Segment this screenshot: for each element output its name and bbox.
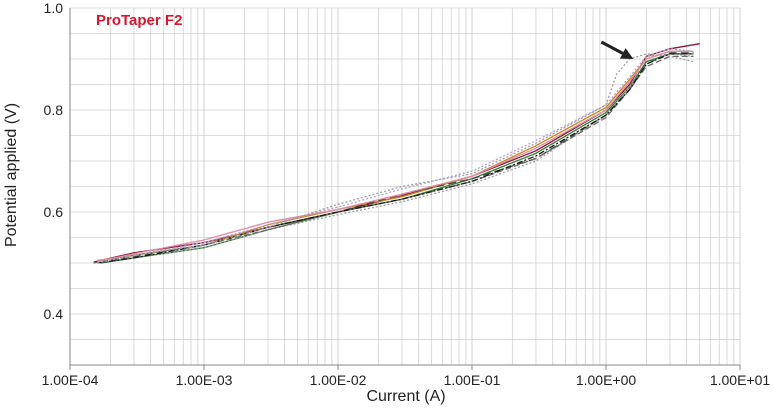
y-tick-label: 0.8 [44,102,64,118]
y-tick-label: 0.4 [44,306,64,322]
series-group [93,43,700,264]
y-tick-label: 0.6 [44,204,64,220]
x-tick-label: 1.00E-04 [42,372,99,388]
arrow-head [619,48,634,59]
x-tick-label: 1.00E+01 [710,372,771,388]
series-line-9 [97,53,694,264]
chart-title: ProTaper F2 [96,12,182,29]
series-line-8 [97,50,694,263]
series-line-2 [97,50,694,262]
x-tick-label: 1.00E-02 [310,372,367,388]
x-tick-label: 1.00E-03 [176,372,233,388]
series-line-10 [97,53,694,264]
series-line-1 [93,43,700,263]
x-tick-labels: 1.00E-04 1.00E-03 1.00E-02 1.00E-01 1.00E+00… [42,372,771,388]
arrow-annotation [600,40,634,59]
series-line-7 [97,48,694,262]
y-tick-label: 1.0 [44,0,64,16]
axes [69,8,741,370]
y-tick-labels: 0.4 0.6 0.8 1.0 [44,0,64,322]
x-tick-label: 1.00E+00 [576,372,637,388]
y-axis-title: Potential applied (V) [3,103,20,247]
x-axis-title: Current (A) [366,388,445,405]
x-tick-label: 1.00E-01 [444,372,501,388]
arrow-shaft [600,40,624,55]
series-line-3 [100,53,694,264]
